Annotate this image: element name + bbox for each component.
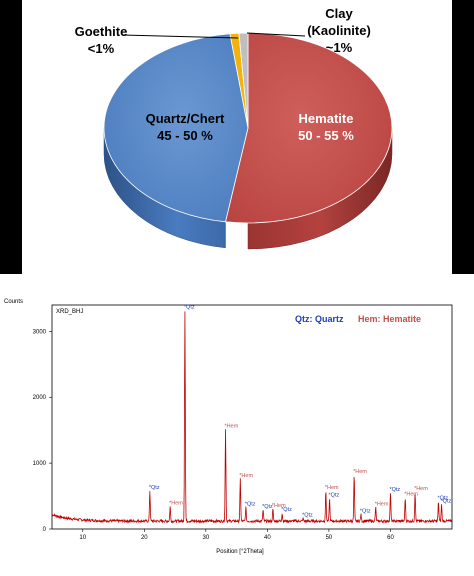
y-axis-title: Counts bbox=[4, 299, 23, 305]
y-tick-label: 1000 bbox=[33, 461, 47, 467]
peak-label-hem: *Hem bbox=[353, 469, 367, 475]
peak-label-hem: *Hem bbox=[239, 473, 253, 479]
xrd-peak-labels: *Qtz*Hem*Qtz*Hem*Hem*Qtz *Qtz *Hem*Qtz*Qtz… bbox=[149, 304, 452, 518]
clay-label: Clay bbox=[325, 6, 353, 21]
pie-chart-panel: Goethite <1% Clay (Kaolinite) ~1% Quartz… bbox=[0, 0, 474, 274]
peak-label-qtz: *Qtz bbox=[302, 512, 313, 518]
peak-label-qtz: *Qtz bbox=[281, 507, 292, 513]
xrd-axis-ticks: 10 20 30 40 50 60 0 1000 2000 3000 bbox=[33, 329, 395, 541]
xrd-pattern-line bbox=[51, 311, 453, 524]
quartz-slice-value: 45 - 50 % bbox=[157, 128, 213, 143]
peak-label-qtz: *Qtz bbox=[389, 487, 400, 493]
peak-label-hem: *Hem bbox=[404, 491, 418, 497]
x-tick-label: 20 bbox=[141, 535, 148, 541]
y-tick-label: 0 bbox=[43, 527, 47, 533]
clay-mineral-label: (Kaolinite) bbox=[307, 23, 371, 38]
clay-value: ~1% bbox=[326, 40, 353, 55]
x-tick-label: 30 bbox=[203, 535, 210, 541]
peak-label-hem: *Hem bbox=[225, 424, 239, 430]
goethite-callout-line bbox=[121, 34, 239, 39]
xrd-plot-title: XRD_BHJ bbox=[56, 309, 83, 315]
x-axis-title: Position [°2Theta] bbox=[216, 549, 264, 555]
goethite-label: Goethite bbox=[75, 24, 128, 39]
y-tick-label: 2000 bbox=[33, 395, 47, 401]
hematite-slice-label: Hematite bbox=[299, 111, 354, 126]
quartz-slice-label: Quartz/Chert bbox=[146, 111, 225, 126]
peak-label-qtz: *Qtz bbox=[437, 495, 448, 501]
y-tick-label: 3000 bbox=[33, 329, 47, 335]
peak-label-qtz: *Qtz bbox=[441, 499, 452, 505]
legend-hematite: Hem: Hematite bbox=[358, 314, 421, 324]
pie-slice-hematite bbox=[224, 32, 393, 224]
xrd-plot-frame bbox=[51, 304, 453, 530]
pie-chart-svg: Goethite <1% Clay (Kaolinite) ~1% Quartz… bbox=[0, 0, 474, 274]
x-tick-label: 50 bbox=[326, 535, 333, 541]
peak-label-qtz: *Qtz bbox=[149, 485, 160, 491]
pie-slice-quartz bbox=[103, 33, 249, 223]
peak-label-hem: *Hem bbox=[272, 503, 286, 509]
pie-top-slices bbox=[103, 32, 393, 224]
peak-label-qtz: *Qtz bbox=[360, 509, 371, 515]
legend-quartz: Qtz: Quartz bbox=[295, 314, 344, 324]
peak-label-hem: *Hem bbox=[169, 501, 183, 507]
peak-label-hem: *Hem bbox=[375, 501, 389, 507]
x-tick-label: 10 bbox=[79, 535, 86, 541]
peak-label-qtz: *Qtz bbox=[262, 504, 273, 510]
peak-label-qtz: *Qtz bbox=[329, 493, 340, 499]
peak-label-qtz: *Qtz bbox=[245, 501, 256, 507]
xrd-chart-panel: Counts XRD_BHJ Qtz: Quartz Hem: Hematite… bbox=[0, 290, 474, 571]
x-tick-label: 40 bbox=[264, 535, 271, 541]
peak-label-hem: *Hem bbox=[325, 485, 339, 491]
x-tick-label: 60 bbox=[387, 535, 394, 541]
xrd-chart-svg: Counts XRD_BHJ Qtz: Quartz Hem: Hematite… bbox=[4, 299, 453, 555]
peak-label-hem: *Hem bbox=[414, 486, 428, 492]
clay-callout-line bbox=[246, 32, 306, 37]
peak-label-qtz: *Qtz bbox=[184, 304, 195, 310]
hematite-slice-value: 50 - 55 % bbox=[298, 128, 354, 143]
goethite-value: <1% bbox=[88, 41, 115, 56]
